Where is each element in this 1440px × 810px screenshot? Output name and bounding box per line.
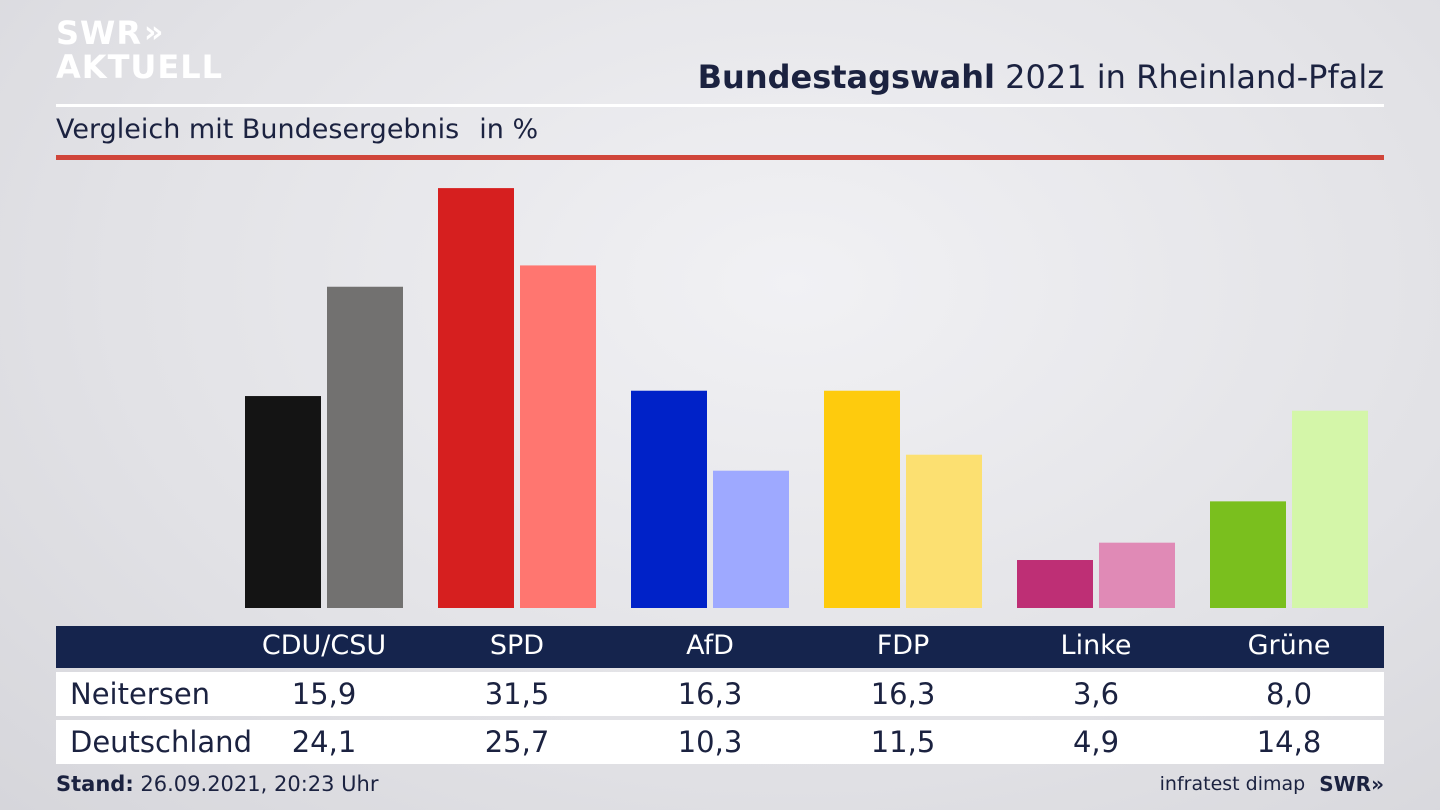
timestamp: Stand: 26.09.2021, 20:23 Uhr <box>56 772 379 796</box>
table-cell: 15,9 <box>291 677 357 711</box>
stand-value: 26.09.2021, 20:23 Uhr <box>133 772 379 796</box>
row-label-deutschland: Deutschland <box>70 725 252 759</box>
table-cell: 8,0 <box>1265 677 1313 711</box>
table-row-neitersen: Neitersen 15,9 31,5 16,3 16,3 3,6 8,0 <box>56 672 1384 716</box>
table-cell: 16,3 <box>677 677 743 711</box>
bar-gr-ne-deutschland <box>1292 410 1368 608</box>
table-row-deutschland: Deutschland 24,1 25,7 10,3 11,5 4,9 14,8 <box>56 720 1384 764</box>
column-header: SPD <box>489 630 545 661</box>
bar-spd-neitersen <box>438 188 514 609</box>
bar-cdu-csu-deutschland <box>327 286 403 608</box>
bar-afd-neitersen <box>631 390 707 608</box>
bar-spd-deutschland <box>520 265 596 608</box>
header-divider <box>56 104 1384 107</box>
bar-linke-neitersen <box>1017 560 1093 608</box>
table-cell: 24,1 <box>291 725 357 759</box>
title-bold: Bundestagswahl <box>697 58 995 96</box>
column-header: AfD <box>686 630 734 661</box>
swr-aktuell-logo: SWR» AKTUELL <box>56 14 224 86</box>
swr-brand-logo: SWR» <box>1319 772 1384 796</box>
subtitle-text: Vergleich mit Bundesergebnis <box>56 114 460 145</box>
logo-aktuell-text: AKTUELL <box>56 48 224 86</box>
results-table: CDU/CSU SPD AfD FDP Linke Grüne Neitersen 15,… <box>56 626 1384 764</box>
row-label-neitersen: Neitersen <box>70 677 211 711</box>
bar-gr-ne-neitersen <box>1210 501 1286 608</box>
table-cell: 14,8 <box>1256 725 1322 759</box>
table-cell: 10,3 <box>677 725 743 759</box>
column-header: CDU/CSU <box>261 630 387 661</box>
table-cell: 3,6 <box>1072 677 1120 711</box>
column-header: FDP <box>876 630 930 661</box>
title-rest: 2021 in Rheinland-Pfalz <box>995 58 1384 96</box>
column-header: Linke <box>1060 630 1132 661</box>
source-text: infratest dimap <box>1159 773 1306 795</box>
table-cell: 16,3 <box>870 677 936 711</box>
stand-label: Stand: <box>56 772 134 796</box>
bar-afd-deutschland <box>713 470 789 608</box>
source-credit: infratest dimap SWR» <box>1160 772 1384 796</box>
table-cell: 11,5 <box>870 725 936 759</box>
chart-subtitle: Vergleich mit Bundesergebnis in % <box>56 114 538 145</box>
table-header: CDU/CSU SPD AfD FDP Linke Grüne <box>56 626 1384 668</box>
bar-fdp-neitersen <box>824 390 900 608</box>
table-cell: 25,7 <box>484 725 550 759</box>
logo-swr-text: SWR <box>56 14 142 52</box>
bar-linke-deutschland <box>1099 542 1175 608</box>
bar-cdu-csu-neitersen <box>245 396 321 608</box>
bar-fdp-deutschland <box>906 454 982 608</box>
page-title: Bundestagswahl 2021 in Rheinland-Pfalz <box>698 58 1384 96</box>
subtitle-divider <box>56 155 1384 160</box>
table-cell: 4,9 <box>1072 725 1120 759</box>
unit-label: in % <box>479 114 539 145</box>
table-cell: 31,5 <box>484 677 550 711</box>
column-header: Grüne <box>1247 630 1331 661</box>
